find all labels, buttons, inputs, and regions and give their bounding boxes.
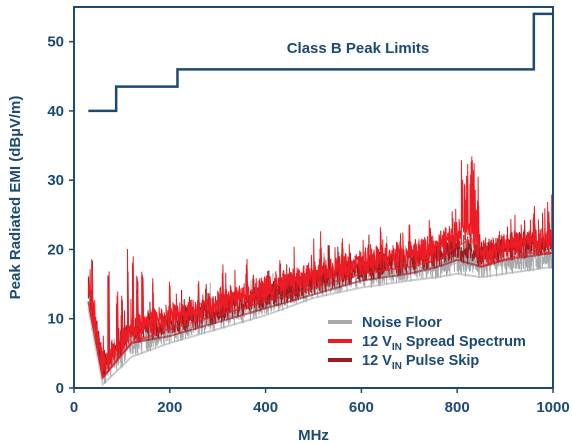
x-tick-label: 200 bbox=[157, 399, 182, 416]
limit-line-group bbox=[88, 12, 553, 113]
x-axis-title: MHz bbox=[298, 427, 329, 444]
y-tick-label: 30 bbox=[47, 172, 64, 189]
series-traces bbox=[87, 156, 554, 387]
y-tick-label: 50 bbox=[47, 34, 64, 51]
legend-label: 12 VIN Pulse Skip bbox=[362, 353, 479, 372]
class-b-limit-line bbox=[88, 12, 553, 113]
y-tick-label: 10 bbox=[47, 311, 64, 328]
y-tick-label: 40 bbox=[47, 103, 64, 120]
y-axis-title: Peak Radiated EMI (dBµV/m) bbox=[7, 96, 24, 300]
x-tick-label: 0 bbox=[70, 399, 78, 416]
series-line bbox=[87, 156, 554, 379]
legend-label: Noise Floor bbox=[362, 315, 442, 331]
y-tick-label: 0 bbox=[56, 380, 64, 397]
series-envelope bbox=[87, 265, 554, 387]
series-envelope bbox=[87, 237, 553, 380]
series-12-vin-spread-spectrum bbox=[87, 156, 554, 380]
legend-label: 12 VIN Spread Spectrum bbox=[362, 334, 526, 353]
x-tick-label: 800 bbox=[445, 399, 470, 416]
limit-annotation: Class B Peak Limits bbox=[287, 40, 430, 57]
x-tick-label: 400 bbox=[253, 399, 278, 416]
x-tick-label: 600 bbox=[349, 399, 374, 416]
plot-frame bbox=[73, 6, 554, 389]
x-tick-label: 1000 bbox=[536, 399, 569, 416]
axes: 0 200 400 600 800 1000 0 10 20 30 40 50 bbox=[47, 34, 569, 416]
y-tick-label: 20 bbox=[47, 241, 64, 258]
